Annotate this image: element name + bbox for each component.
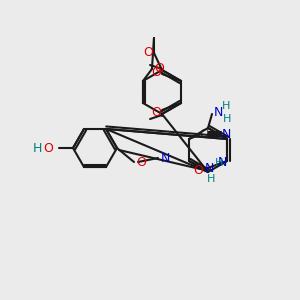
Text: O: O [151,65,161,79]
Text: N: N [221,128,231,140]
Text: O: O [143,46,153,59]
Text: H: H [223,114,231,124]
Text: O: O [154,61,164,74]
Text: O: O [43,142,53,154]
Text: H: H [215,158,223,168]
Text: N: N [160,152,170,166]
Text: N: N [204,163,214,176]
Text: N: N [218,157,227,169]
Text: N: N [213,106,223,118]
Text: O: O [151,106,161,118]
Text: O: O [193,164,203,176]
Text: H: H [32,142,42,154]
Text: C: C [200,128,208,140]
Text: O: O [136,157,146,169]
Text: H: H [222,101,230,111]
Text: H: H [207,174,215,184]
